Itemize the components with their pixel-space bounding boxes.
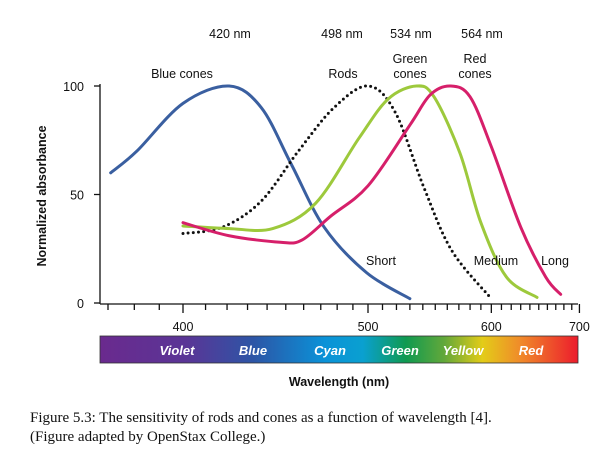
peak-label-498: 498 nm [321,27,363,41]
peak-label-534: 534 nm [390,27,432,41]
peak-label-420: 420 nm [209,27,251,41]
band-label-violet: Violet [160,343,196,358]
series-label-red-line1: Red [464,52,487,66]
end-label-short: Short [366,254,396,268]
axes [99,84,578,305]
caption-line-1: Figure 5.3: The sensitivity of rods and … [30,410,492,426]
x-axis-title: Wavelength (nm) [289,375,389,389]
series-label-rods: Rods [328,67,357,81]
y-tick-label-100: 100 [63,80,84,94]
x-tick-label-400: 400 [173,320,194,334]
x-tick-label-500: 500 [358,320,379,334]
x-tick-label-700: 700 [569,320,590,334]
x-tick-label-600: 600 [481,320,502,334]
end-label-medium: Medium [474,254,518,268]
series-label-green-line1: Green [393,52,428,66]
series-label-green-line2: cones [393,67,426,81]
series-green-cones-line [181,84,539,299]
peak-label-564: 564 nm [461,27,503,41]
band-label-cyan: Cyan [314,343,346,358]
y-axis-title: Normalized absorbance [35,125,49,266]
band-label-red: Red [519,343,545,358]
band-label-yellow: Yellow [443,343,485,358]
y-tick-label-50: 50 [70,189,84,203]
series-blue-cones-line [109,84,412,301]
band-label-blue: Blue [239,343,267,358]
series-label-blue-cones: Blue cones [151,67,213,81]
figure-caption: Figure 5.3: The sensitivity of rods and … [30,409,600,447]
series-label-red-line2: cones [458,67,491,81]
series-red-cones-line [181,84,563,296]
caption-line-2: (Figure adapted by OpenStax College.) [30,429,266,445]
y-tick-label-0: 0 [77,297,84,311]
end-label-long: Long [541,254,569,268]
band-label-green: Green [381,343,419,358]
spectrum-bar [99,335,579,364]
